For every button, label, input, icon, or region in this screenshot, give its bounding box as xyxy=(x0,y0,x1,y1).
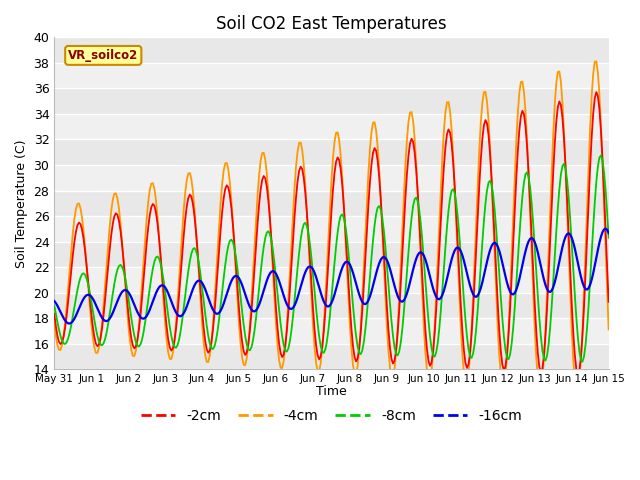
Bar xyxy=(54,216,609,241)
Bar xyxy=(54,63,609,88)
Title: Soil CO2 East Temperatures: Soil CO2 East Temperatures xyxy=(216,15,447,33)
X-axis label: Time: Time xyxy=(316,385,347,398)
Y-axis label: Soil Temperature (C): Soil Temperature (C) xyxy=(15,139,28,267)
Legend: -2cm, -4cm, -8cm, -16cm: -2cm, -4cm, -8cm, -16cm xyxy=(135,404,528,429)
Bar xyxy=(54,114,609,140)
Bar xyxy=(54,165,609,191)
Text: VR_soilco2: VR_soilco2 xyxy=(68,49,138,62)
Bar xyxy=(54,267,609,293)
Bar xyxy=(54,318,609,344)
